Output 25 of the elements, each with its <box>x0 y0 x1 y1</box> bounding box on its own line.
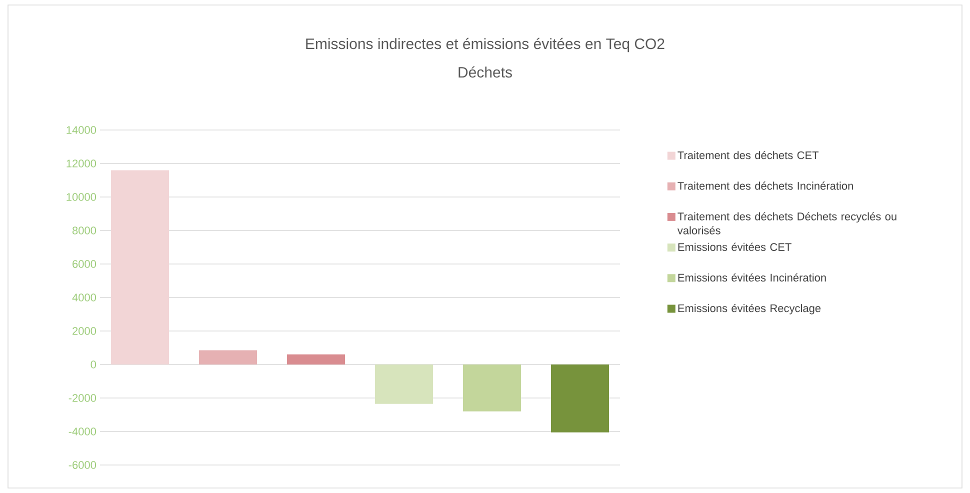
legend-label: Traitement des déchets CET <box>678 150 819 160</box>
legend-label: Traitement des déchets Incinération <box>678 182 853 190</box>
y-tick-label: 8000 <box>72 226 96 234</box>
legend-label: Traitement des déchets Déchets recyclés ou valorisés <box>677 212 896 234</box>
y-tick-label: 14000 <box>66 126 96 134</box>
y-tick-label: 6000 <box>72 260 96 268</box>
y-tick-label: -4000 <box>68 428 96 436</box>
bar <box>111 170 170 364</box>
y-tick-label: 0 <box>90 360 96 368</box>
chart-title: Emissions indirectes et émissions évitées en Teq CO2 <box>306 38 664 52</box>
legend-label: Emissions évitées Incinération <box>678 273 826 282</box>
bar <box>199 350 258 364</box>
legend-label: Emissions évitées Recyclage <box>678 304 821 314</box>
y-tick-label: -2000 <box>68 394 96 402</box>
y-tick-label: 10000 <box>66 193 96 201</box>
y-tick-label: 12000 <box>66 160 96 168</box>
legend-label: Emissions évitées CET <box>678 242 792 251</box>
bar <box>463 364 522 412</box>
y-tick-label: -6000 <box>68 461 96 469</box>
y-tick-label: 2000 <box>72 327 96 335</box>
bar <box>287 354 346 364</box>
bar <box>375 364 434 404</box>
y-tick-label: 4000 <box>72 294 96 302</box>
bar <box>551 364 610 432</box>
chart-subtitle: Déchets <box>458 66 512 78</box>
